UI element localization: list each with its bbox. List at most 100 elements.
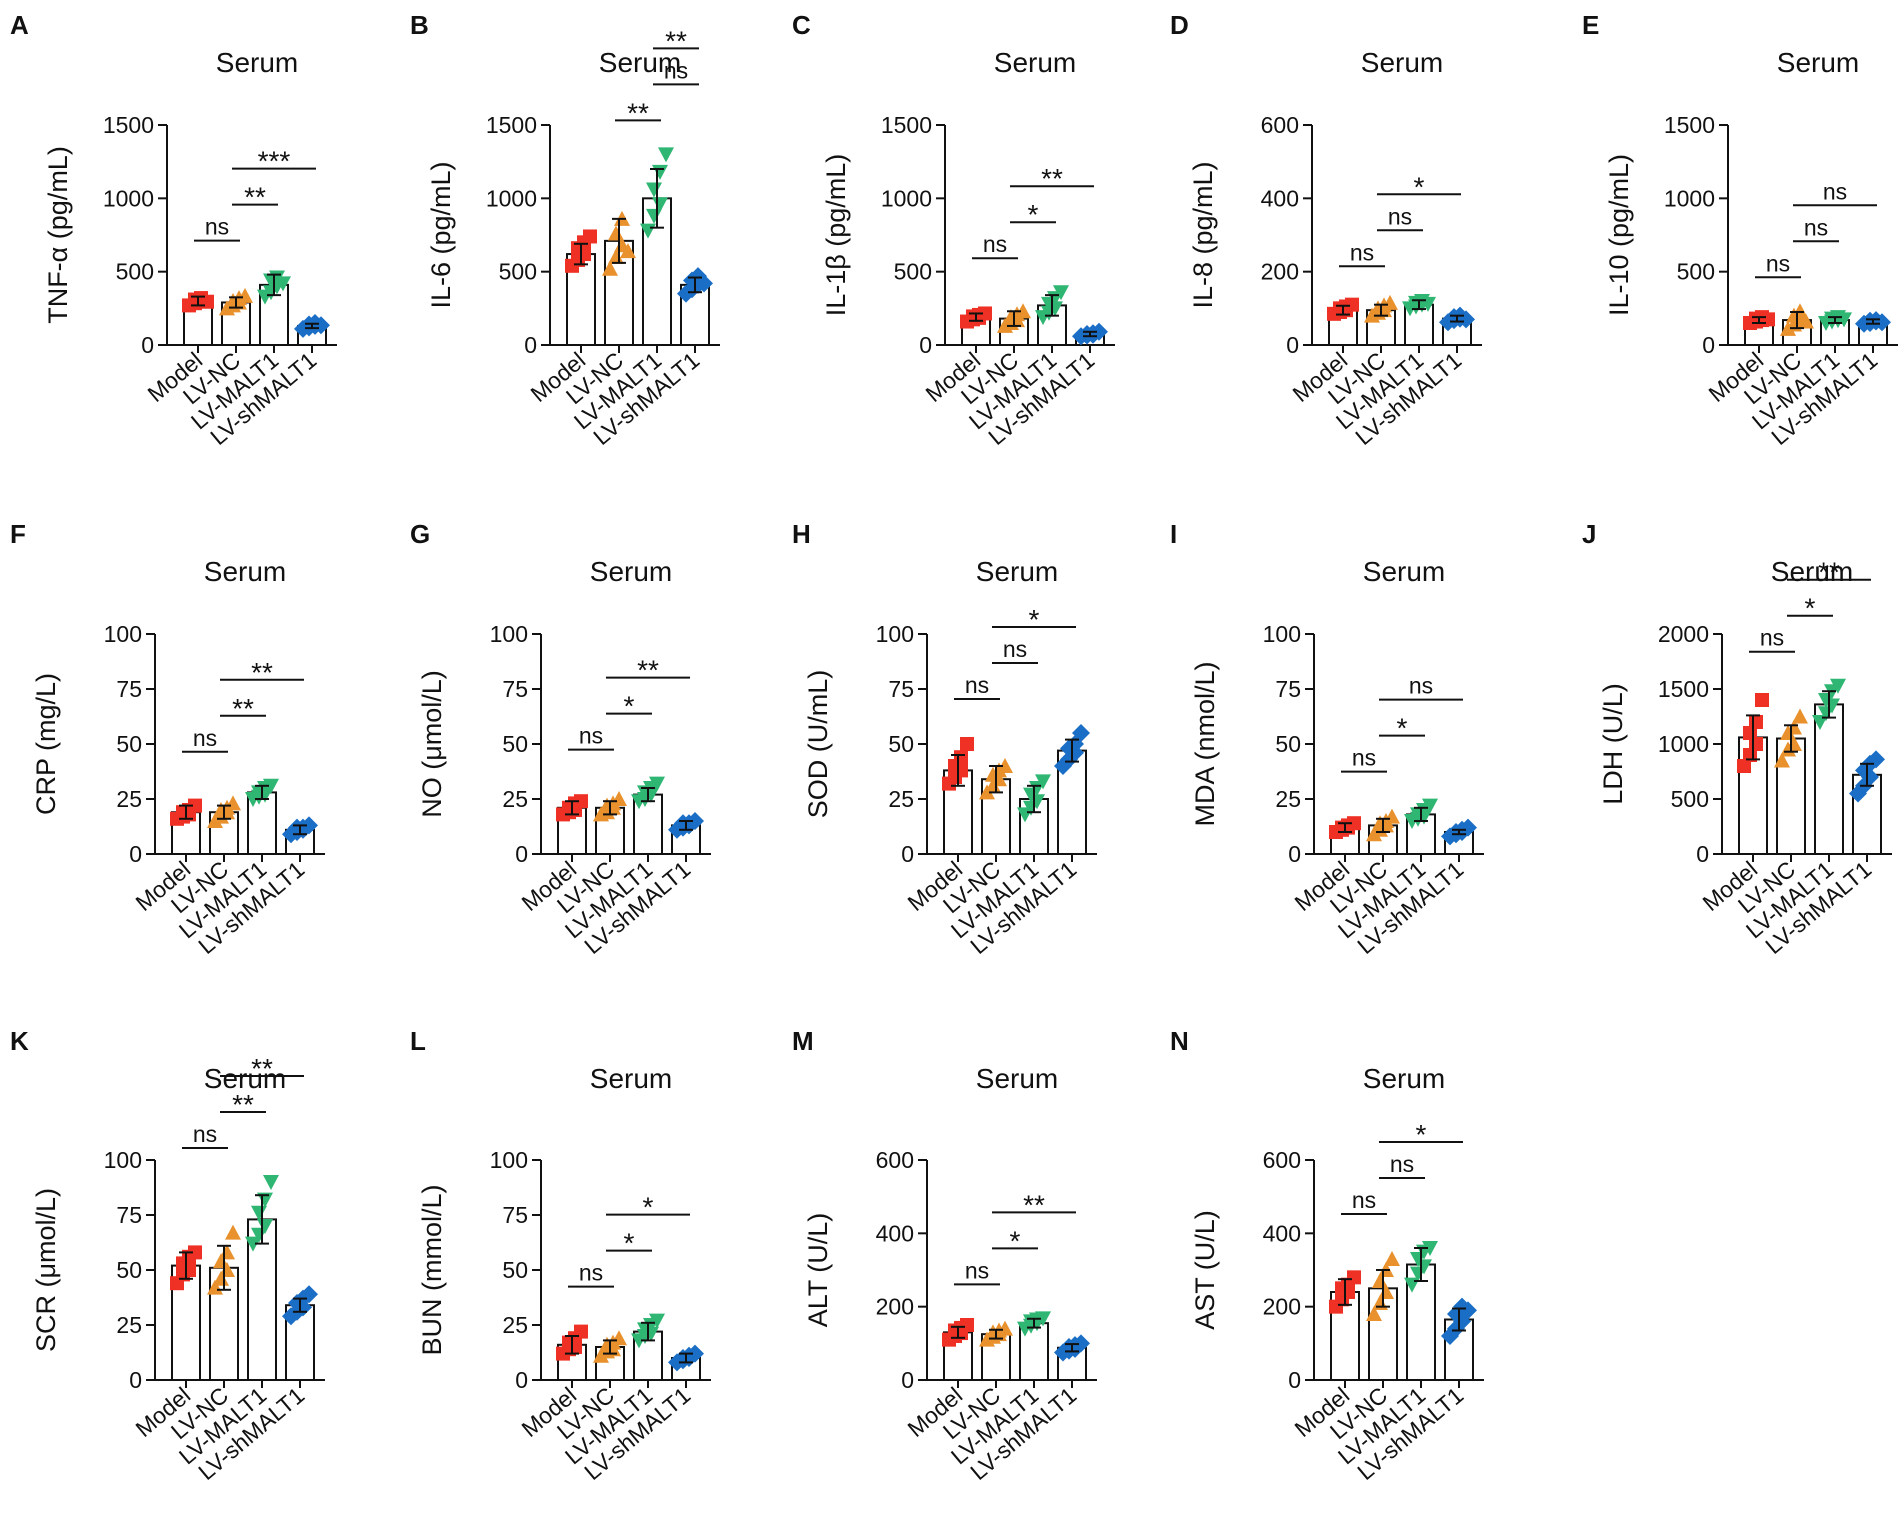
significance-label: ns (1350, 239, 1374, 265)
significance-label: ns (1804, 214, 1828, 240)
y-axis-label: TNF-α (pg/mL) (43, 146, 73, 324)
data-point (997, 758, 1013, 773)
data-point (583, 229, 597, 244)
data-point (1836, 312, 1852, 328)
data-point (1755, 693, 1769, 707)
data-point (602, 260, 618, 276)
y-tick-label: 25 (116, 786, 142, 812)
y-tick-label: 25 (888, 786, 914, 812)
significance-label: *** (258, 146, 291, 177)
y-tick-label: 0 (141, 332, 154, 358)
y-tick-label: 200 (1263, 1294, 1301, 1320)
significance-label: ns (1388, 203, 1412, 229)
panel-letter: K (10, 1026, 29, 1056)
data-point (263, 778, 279, 794)
y-tick-label: 0 (515, 1367, 528, 1393)
y-tick-label: 1500 (1658, 676, 1709, 702)
panel-letter: J (1582, 519, 1596, 549)
y-tick-label: 1000 (881, 185, 932, 211)
panel-title: Serum (590, 556, 672, 587)
panel-letter: B (410, 10, 429, 40)
data-point (1072, 1334, 1090, 1353)
data-point (312, 316, 330, 335)
data-point (574, 794, 588, 809)
y-tick-label: 1500 (103, 112, 154, 138)
data-point (1035, 1311, 1051, 1327)
y-tick-label: 400 (1261, 185, 1299, 211)
data-point (237, 287, 253, 303)
data-point (1774, 752, 1790, 768)
y-tick-label: 500 (116, 259, 154, 285)
y-tick-label: 25 (502, 1312, 528, 1338)
y-tick-label: 0 (129, 1367, 142, 1393)
significance-label: ns (1003, 636, 1027, 662)
significance-label: ** (637, 655, 659, 686)
data-point (695, 274, 713, 293)
data-point (1345, 297, 1359, 312)
y-tick-label: 200 (876, 1294, 914, 1320)
significance-label: ns (193, 1121, 217, 1147)
data-point (188, 798, 202, 813)
panel-letter: N (1170, 1026, 1189, 1056)
data-point (1873, 313, 1891, 332)
significance-label: ** (1023, 1189, 1045, 1220)
y-tick-label: 75 (116, 1202, 142, 1228)
y-tick-label: 50 (502, 1257, 528, 1283)
panel-title: Serum (1771, 556, 1853, 587)
y-tick-label: 50 (116, 731, 142, 757)
y-tick-label: 1500 (881, 112, 932, 138)
data-point (1792, 708, 1808, 724)
significance-label: ** (627, 97, 649, 128)
significance-label: ns (664, 57, 688, 83)
y-tick-label: 1000 (486, 185, 537, 211)
panel-title: Serum (204, 1063, 286, 1094)
significance-label: * (1397, 713, 1408, 744)
data-point (1422, 798, 1438, 814)
significance-label: ** (251, 1053, 273, 1084)
data-point (245, 1236, 261, 1252)
data-point (300, 816, 318, 835)
significance-label: ns (1823, 178, 1847, 204)
data-point (611, 791, 627, 806)
y-axis-label: IL-8 (pg/mL) (1188, 161, 1218, 308)
y-axis-label: ALT (U/L) (803, 1213, 833, 1328)
data-point (652, 164, 668, 180)
y-tick-label: 0 (515, 841, 528, 867)
y-tick-label: 0 (1288, 1367, 1301, 1393)
data-point (649, 776, 665, 792)
significance-label: * (1028, 199, 1039, 230)
y-tick-label: 75 (502, 1202, 528, 1228)
significance-label: ns (193, 725, 217, 751)
y-tick-label: 0 (901, 841, 914, 867)
data-point (275, 276, 291, 292)
significance-label: ns (983, 231, 1007, 257)
significance-label: * (624, 1228, 635, 1259)
y-tick-label: 50 (1275, 731, 1301, 757)
y-tick-label: 100 (490, 621, 528, 647)
y-tick-label: 50 (116, 1257, 142, 1283)
panel-letter: D (1170, 10, 1189, 40)
significance-label: * (1029, 604, 1040, 635)
significance-label: ** (251, 657, 273, 688)
y-tick-label: 400 (876, 1220, 914, 1246)
data-point (207, 1279, 223, 1295)
y-axis-label: BUN (mmol/L) (417, 1184, 447, 1355)
significance-label: ns (1760, 625, 1784, 651)
y-tick-label: 0 (1702, 332, 1715, 358)
y-tick-label: 0 (919, 332, 932, 358)
data-point (1384, 1251, 1400, 1266)
y-tick-label: 1500 (486, 112, 537, 138)
panel-title: Serum (216, 47, 298, 78)
data-point (997, 1320, 1013, 1336)
significance-label: ** (232, 1089, 254, 1120)
significance-label: ns (1390, 1151, 1414, 1177)
y-tick-label: 1000 (1664, 185, 1715, 211)
data-point (1761, 312, 1775, 327)
significance-label: ns (1766, 250, 1790, 276)
data-point (960, 737, 974, 751)
